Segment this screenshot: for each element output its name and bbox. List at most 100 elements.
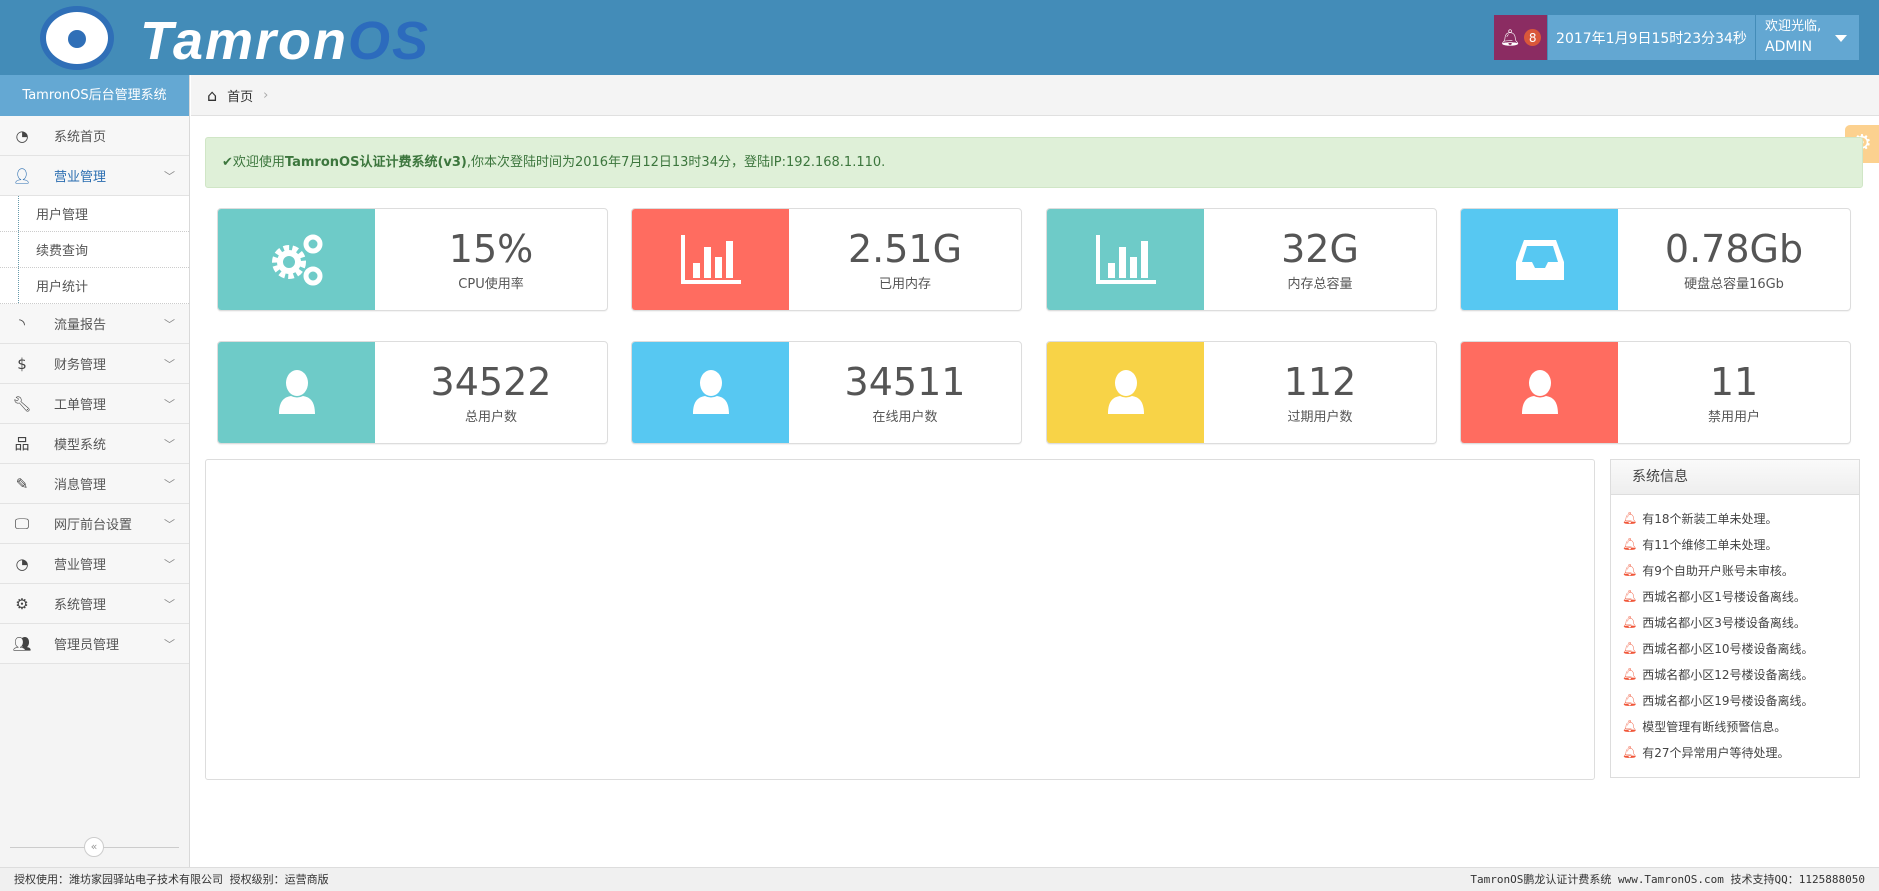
sidebar-item[interactable]: 👥︎ 管理员管理 ﹀ [0, 624, 189, 664]
info-item[interactable]: 🔔︎ 有9个自助开户账号未审核。 [1622, 563, 1794, 578]
stat-label: 禁用用户 [1707, 410, 1760, 425]
info-item[interactable]: 🔔︎ 有11个维修工单未处理。 [1622, 537, 1778, 552]
stat-label: CPU使用率 [458, 277, 524, 292]
chart-panel [205, 459, 1595, 780]
check-icon: ✔ [222, 155, 233, 170]
home-icon: ⌂ [207, 85, 218, 105]
system-info-panel: 系统信息 🔔︎ 有18个新装工单未处理。 🔔︎ 有11个维修工单未处理。 🔔︎ 有9个自助… [1610, 459, 1860, 778]
stat-label: 内存总容量 [1287, 277, 1353, 292]
stat-card: 15% CPU使用率 [217, 208, 608, 311]
welcome-text: 欢迎光临, [1765, 19, 1822, 34]
license-text: 授权使用：潍坊家园驿站电子技术有限公司 授权级别：运营商版 [14, 873, 329, 886]
bell-icon: 🔔︎ [1622, 615, 1638, 629]
stat-value: 112 [1283, 360, 1357, 404]
chevron-down-icon: ﹀ [164, 597, 175, 611]
chevron-down-icon: ﹀ [164, 637, 175, 651]
sidebar-item-label: 系统首页 [54, 130, 107, 145]
sidebar-item-label: 系统管理 [54, 598, 107, 613]
sidebar-item-label: 消息管理 [54, 478, 107, 493]
bell-icon: 🔔︎ [1622, 667, 1638, 681]
chevron-down-icon: ﹀ [164, 317, 175, 331]
user-menu[interactable]: 欢迎光临, ADMIN [1756, 15, 1859, 60]
info-item[interactable]: 🔔︎ 西城名都小区1号楼设备离线。 [1622, 589, 1806, 604]
sidebar-item[interactable]: ◔ 营业管理 ﹀ [0, 544, 189, 584]
chevron-down-icon: ﹀ [164, 517, 175, 531]
dashboard-icon: ◔ [15, 126, 29, 145]
user-icon [1047, 342, 1204, 443]
info-item[interactable]: 🔔︎ 西城名都小区19号楼设备离线。 [1622, 693, 1814, 708]
sidebar-item-label: 管理员管理 [54, 638, 120, 653]
user-icon [1461, 342, 1618, 443]
sidebar-item[interactable]: ◔ 系统首页 [0, 116, 189, 156]
inbox-icon [1461, 209, 1618, 310]
sidebar-item[interactable]: 🖵 网厅前台设置 ﹀ [0, 504, 189, 544]
sidebar-item[interactable]: 🔧︎ 工单管理 ﹀ [0, 384, 189, 424]
sidebar-item-label: 营业管理 [54, 170, 107, 185]
sidebar-item-label: 模型系统 [54, 438, 107, 453]
chevron-down-icon: ﹀ [164, 477, 175, 491]
rss-icon: ◝ [19, 314, 25, 333]
stat-label: 在线用户数 [872, 410, 938, 425]
breadcrumb-home[interactable]: 首页 [227, 89, 254, 105]
stat-value: 2.51G [847, 227, 963, 271]
support-text: TamronOS鹏龙认证计费系统 www.TamronOS.com 技术支持QQ… [1470, 873, 1865, 886]
chevron-down-icon: ﹀ [164, 397, 175, 411]
sidebar-item[interactable]: 👤︎ 营业管理 ﹀ [0, 156, 189, 196]
info-item[interactable]: 🔔︎ 模型管理有断线预警信息。 [1622, 719, 1787, 734]
desktop-icon: 🖵 [14, 514, 30, 533]
stat-label: 已用内存 [878, 277, 931, 292]
username: ADMIN [1765, 39, 1813, 55]
stat-card: 34522 总用户数 [217, 341, 608, 444]
bell-icon: 🔔︎ [1622, 537, 1638, 551]
info-item[interactable]: 🔔︎ 有27个异常用户等待处理。 [1622, 745, 1790, 760]
sidebar: TamronOS后台管理系统 ◔ 系统首页 👤︎ 营业管理 ﹀ 用户管理 续费查询 用户统计 ◝… [0, 75, 190, 867]
stat-value: 32G [1281, 227, 1359, 271]
stat-value: 15% [448, 227, 534, 271]
breadcrumb: ⌂ 首页 › [191, 75, 1879, 116]
bell-icon: 🔔︎ [1622, 719, 1638, 733]
info-item[interactable]: 🔔︎ 西城名都小区3号楼设备离线。 [1622, 615, 1806, 630]
bar-chart-icon [632, 209, 789, 310]
bell-icon: 🔔︎ [1622, 589, 1638, 603]
sidebar-item-label: 工单管理 [54, 398, 107, 413]
sidebar-subitem[interactable]: 用户管理 [0, 196, 189, 232]
chevron-down-icon: ﹀ [164, 169, 175, 183]
bell-icon: 🔔︎ [1499, 28, 1521, 47]
sidebar-item[interactable]: $ 财务管理 ﹀ [0, 344, 189, 384]
sidebar-item-label: 网厅前台设置 [54, 518, 133, 533]
sidebar-item[interactable]: ✎ 消息管理 ﹀ [0, 464, 189, 504]
info-item[interactable]: 🔔︎ 有18个新装工单未处理。 [1622, 511, 1778, 526]
stat-card: 34511 在线用户数 [631, 341, 1022, 444]
sidebar-item[interactable]: ◝ 流量报告 ﹀ [0, 304, 189, 344]
sitemap-icon: 品 [14, 435, 30, 453]
bell-icon: 🔔︎ [1622, 693, 1638, 707]
stat-value: 0.78Gb [1664, 227, 1804, 271]
footer: 授权使用：潍坊家园驿站电子技术有限公司 授权级别：运营商版 TamronOS鹏龙… [0, 867, 1879, 891]
collapse-sidebar-button[interactable]: « [84, 837, 104, 857]
user-icon [632, 342, 789, 443]
wrench-icon: 🔧︎ [12, 394, 32, 413]
notifications-button[interactable]: 🔔︎ 8 [1494, 15, 1547, 60]
stat-card: 2.51G 已用内存 [631, 208, 1022, 311]
stat-label: 总用户数 [464, 410, 517, 425]
sidebar-item[interactable]: 品 模型系统 ﹀ [0, 424, 189, 464]
sidebar-subitem[interactable]: 用户统计 [0, 268, 189, 304]
chevron-down-icon: ﹀ [164, 357, 175, 371]
bell-icon: 🔔︎ [1622, 745, 1638, 759]
stat-card: 112 过期用户数 [1046, 341, 1437, 444]
chevron-down-icon: ﹀ [164, 437, 175, 451]
info-item[interactable]: 🔔︎ 西城名都小区10号楼设备离线。 [1622, 641, 1814, 656]
users-icon: 👥︎ [12, 634, 32, 653]
stat-label: 过期用户数 [1287, 410, 1353, 425]
info-item[interactable]: 🔔︎ 西城名都小区12号楼设备离线。 [1622, 667, 1814, 682]
bell-icon: 🔔︎ [1622, 511, 1638, 525]
logo: TamronOS [140, 11, 431, 71]
sidebar-subitem[interactable]: 续费查询 [0, 232, 189, 268]
welcome-alert: ✔欢迎使用TamronOS认证计费系统(v3),你本次登陆时间为2016年7月1… [205, 137, 1863, 188]
stat-card: 32G 内存总容量 [1046, 208, 1437, 311]
bar-chart-icon [1047, 209, 1204, 310]
stat-card: 0.78Gb 硬盘总容量16Gb [1460, 208, 1851, 311]
sidebar-item[interactable]: ⚙ 系统管理 ﹀ [0, 584, 189, 624]
caret-down-icon [1835, 35, 1847, 48]
stat-value: 11 [1709, 360, 1759, 404]
